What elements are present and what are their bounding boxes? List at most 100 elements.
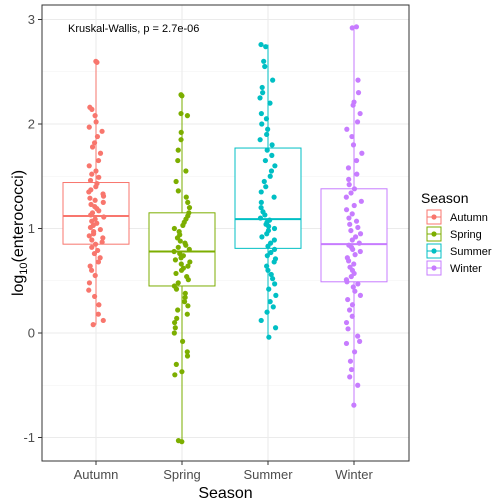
point-summer-37 [264,231,270,237]
point-spring-13 [186,205,193,211]
point-winter-32 [356,240,362,246]
point-summer-38 [259,234,265,240]
point-autumn-23 [100,193,107,199]
point-spring-5 [178,137,184,143]
point-spring-55 [184,349,190,355]
point-spring-61 [179,439,185,445]
point-summer-0 [258,41,264,48]
point-winter-29 [357,231,364,237]
point-autumn-56 [86,287,92,293]
point-summer-5 [259,84,265,91]
point-spring-3 [184,113,191,119]
point-summer-10 [263,116,270,122]
y-tick-label-0: -1 [23,430,35,445]
point-winter-60 [351,349,358,355]
point-summer-46 [271,259,277,265]
point-winter-52 [349,302,356,308]
point-autumn-15 [89,171,95,177]
point-autumn-13 [86,163,92,169]
point-summer-19 [272,163,278,169]
point-spring-37 [178,267,185,273]
point-winter-36 [357,248,363,255]
point-spring-1 [179,93,185,99]
point-winter-61 [347,358,354,364]
point-autumn-8 [94,133,101,140]
point-winter-3 [355,90,362,96]
point-spring-46 [181,299,188,305]
legend-key-point-spring [431,231,437,237]
point-autumn-33 [101,214,107,220]
point-winter-0 [353,24,360,30]
point-spring-44 [182,290,188,296]
point-autumn-61 [90,322,96,328]
point-winter-46 [344,279,350,285]
point-autumn-17 [87,177,94,184]
x-tick-label-winter: Winter [335,467,373,482]
legend-label-winter: Winter [450,263,482,275]
point-summer-49 [268,271,274,278]
point-spring-56 [184,353,191,359]
panel-border [41,4,410,462]
point-spring-35 [185,263,191,269]
point-autumn-39 [97,226,103,233]
point-summer-26 [258,199,264,205]
point-winter-11 [359,150,365,156]
legend-key-spring: Spring [426,226,482,242]
point-summer-16 [264,147,270,153]
point-winter-51 [345,296,351,303]
point-summer-17 [269,152,275,158]
point-spring-47 [185,303,191,309]
point-spring-57 [173,361,179,367]
legend-label-summer: Summer [450,246,492,258]
point-summer-18 [262,157,269,164]
point-summer-34 [266,223,272,230]
point-spring-4 [178,129,184,135]
point-autumn-24 [87,195,93,201]
point-winter-30 [352,234,359,240]
point-autumn-50 [97,255,103,261]
point-spring-49 [184,311,190,317]
point-autumn-51 [95,259,102,265]
legend-key-winter: Winter [426,260,482,276]
y-axis-title-main: log [10,275,27,296]
point-winter-26 [347,221,353,227]
point-winter-1 [349,25,355,31]
point-summer-55 [270,304,276,310]
point-winter-37 [352,252,358,258]
point-winter-63 [347,374,353,380]
point-spring-28 [171,248,177,255]
point-summer-41 [265,243,271,249]
point-winter-59 [343,340,350,347]
point-summer-42 [271,246,278,252]
point-autumn-32 [88,212,94,218]
point-summer-9 [258,110,264,117]
point-autumn-12 [95,157,102,164]
point-summer-2 [261,58,267,64]
point-winter-27 [355,224,361,231]
point-winter-12 [353,157,360,164]
point-summer-22 [261,178,267,185]
point-autumn-60 [100,317,106,324]
point-spring-18 [180,222,186,228]
legend-title: Season [421,190,468,206]
point-summer-24 [258,189,264,195]
point-autumn-10 [89,144,96,150]
point-autumn-3 [89,106,95,112]
point-autumn-58 [96,302,102,308]
point-spring-51 [171,319,178,326]
point-autumn-59 [95,311,101,317]
point-spring-9 [173,178,179,185]
point-winter-18 [348,190,354,196]
point-winter-17 [351,186,358,192]
point-autumn-5 [93,119,99,125]
point-winter-9 [349,133,355,140]
point-autumn-45 [99,239,105,245]
x-tick-label-spring: Spring [163,467,201,482]
y-tick-label-3: 2 [28,117,35,132]
point-winter-62 [348,366,355,373]
x-tick-label-summer: Summer [243,467,293,482]
point-spring-10 [175,188,181,194]
point-winter-16 [346,182,352,188]
point-winter-47 [355,281,361,287]
x-axis-title: Season [198,485,252,502]
